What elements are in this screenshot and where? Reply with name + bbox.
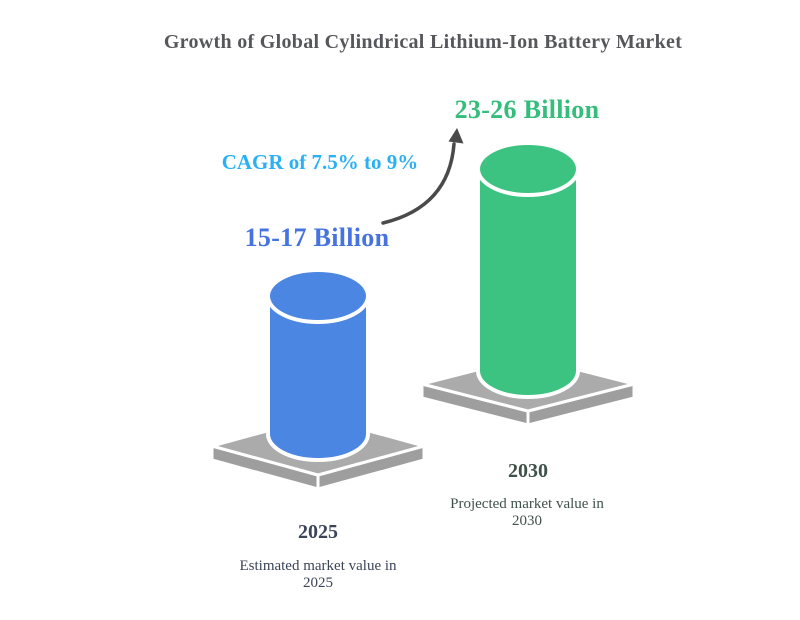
- value-label-2030: 23-26 Billion: [454, 95, 600, 124]
- description-2030-line1: Projected market value in: [450, 496, 604, 512]
- value-label-2025: 15-17 Billion: [244, 223, 390, 252]
- cylinder-2030-body: [476, 169, 580, 399]
- description-2030-line2: 2030: [511, 513, 542, 529]
- cylinder-2025: [266, 268, 370, 462]
- cylinder-2025-body: [266, 296, 370, 462]
- cylinder-2030: [476, 141, 580, 399]
- cagr-annotation: CAGR of 7.5% to 9%: [221, 150, 419, 174]
- cylinder-2030-top: [476, 141, 580, 197]
- growth-arrow-head: [448, 128, 464, 144]
- description-2025-line1: Estimated market value in: [239, 558, 397, 574]
- description-2025: Estimated market value in 2025: [239, 558, 396, 592]
- year-label-2025: 2025: [298, 521, 338, 543]
- chart-title: Growth of Global Cylindrical Lithium-Ion…: [163, 31, 683, 53]
- growth-arrow: [381, 128, 464, 225]
- description-2025-line2: 2025: [303, 575, 333, 591]
- cylinder-2025-top: [266, 268, 370, 324]
- description-2030: Projected market value in 2030: [450, 496, 604, 530]
- growth-arrow-curve: [381, 142, 456, 225]
- year-label-2030: 2030: [508, 460, 548, 482]
